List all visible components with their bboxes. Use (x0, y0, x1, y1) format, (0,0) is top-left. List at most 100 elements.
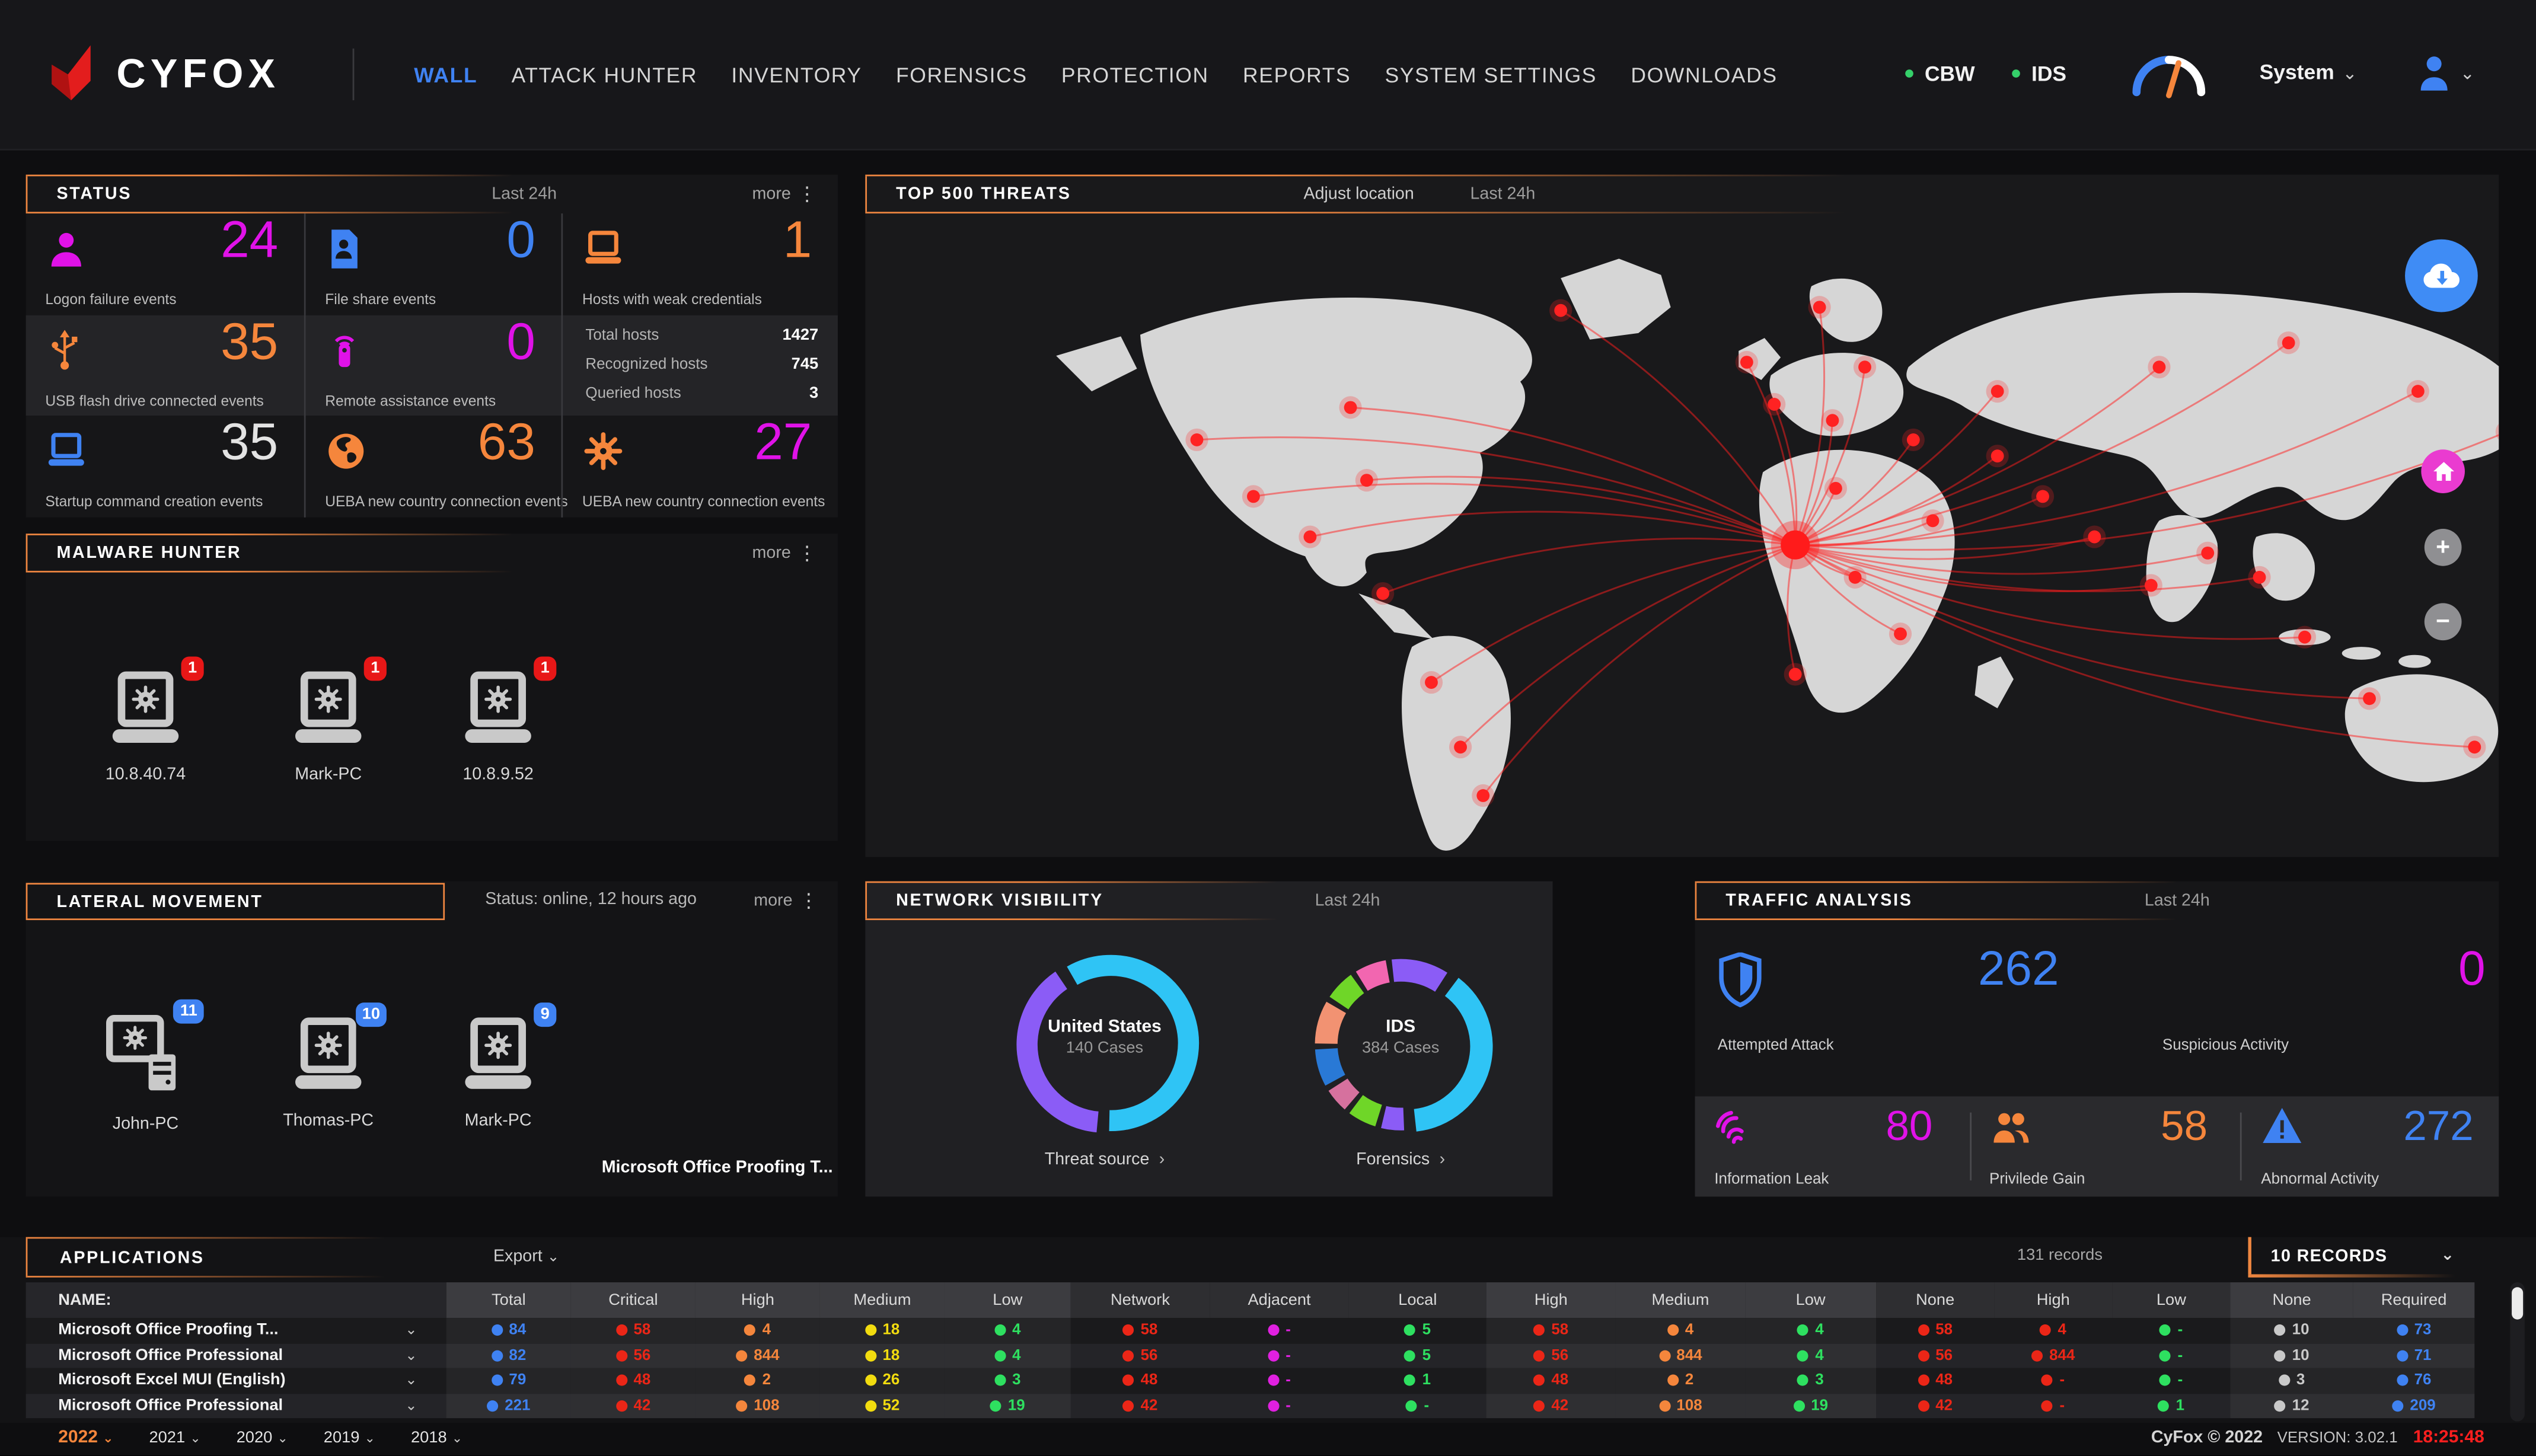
value-cell-high: 4 (1994, 1318, 2112, 1343)
column-header-name[interactable]: NAME: (25, 1282, 446, 1318)
stat-remote-assistance[interactable]: 0 Remote assistance events (304, 312, 562, 417)
more-button[interactable]: more (754, 890, 793, 911)
malware-host[interactable]: 1 10.8.9.52 (414, 656, 582, 784)
table-row[interactable]: Microsoft Excel MUI (English) ⌄ 79 48 2 26 3 48… (25, 1368, 2475, 1393)
nav-item-forensics[interactable]: FORENSICS (896, 63, 1028, 88)
column-header-none-14[interactable]: None (2230, 1282, 2353, 1318)
nav-item-downloads[interactable]: DOWNLOADS (1631, 63, 1778, 88)
stat-ueba-country[interactable]: 63 UEBA new country connection events (304, 413, 568, 518)
stat-startup-commands[interactable]: 35 Startup command creation events (26, 413, 304, 518)
malware-host[interactable]: 1 10.8.40.74 (62, 656, 230, 784)
column-header-low-13[interactable]: Low (2112, 1282, 2231, 1318)
stat-logon-failures[interactable]: 24 Logon failure events (26, 210, 304, 315)
time-range-selector[interactable]: Last 24h (492, 184, 557, 204)
column-header-medium-9[interactable]: Medium (1615, 1282, 1746, 1318)
indicator-cbw[interactable]: CBW (1905, 62, 1975, 86)
cell-value: 844 (2049, 1346, 2075, 1365)
column-header-medium-3[interactable]: Medium (819, 1282, 945, 1318)
stat-ueba-country-2[interactable]: 27 UEBA new country connection events (561, 413, 838, 518)
column-header-local-7[interactable]: Local (1348, 1282, 1486, 1318)
more-button[interactable]: more (752, 543, 791, 563)
forensics-link[interactable]: Forensics › (1294, 1150, 1507, 1169)
host-name: 10.8.9.52 (462, 765, 534, 784)
app-name-cell[interactable]: Microsoft Office Professional ⌄ (26, 1343, 446, 1368)
nav-item-reports[interactable]: REPORTS (1243, 63, 1351, 88)
column-header-network-5[interactable]: Network (1070, 1282, 1210, 1318)
brand-logo[interactable]: CYFOX (49, 45, 280, 103)
column-header-low-4[interactable]: Low (944, 1282, 1071, 1318)
chevron-down-icon[interactable]: ⌄ (405, 1371, 417, 1388)
system-dropdown[interactable]: System ⌄ (2260, 60, 2358, 84)
threat-map[interactable] (865, 213, 2499, 857)
column-header-adjacent-6[interactable]: Adjacent (1210, 1282, 1349, 1318)
table-row[interactable]: Microsoft Office Proofing T... ⌄ 84 58 4 18 4 5… (25, 1318, 2475, 1343)
kebab-menu-icon[interactable]: ⋮ (797, 183, 817, 206)
lateral-host[interactable]: 9 Mark-PC (414, 1002, 582, 1131)
nav-item-protection[interactable]: PROTECTION (1061, 63, 1209, 88)
nav-item-wall[interactable]: WALL (414, 63, 478, 88)
column-header-total-0[interactable]: Total (446, 1282, 571, 1318)
map-zoom-in-button[interactable]: + (2424, 528, 2462, 566)
year-selector-2018[interactable]: 2018 ⌄ (411, 1429, 462, 1447)
year-selector-2020[interactable]: 2020 ⌄ (237, 1429, 288, 1447)
table-row[interactable]: Microsoft Office Professional ⌄ 82 56 844 18 4… (25, 1343, 2475, 1368)
cloud-download-button[interactable] (2405, 239, 2478, 312)
year-selector-2019[interactable]: 2019 ⌄ (324, 1429, 375, 1447)
panel-title: TOP 500 THREATS (896, 184, 1071, 204)
column-header-high-8[interactable]: High (1486, 1282, 1616, 1318)
app-name-cell[interactable]: Microsoft Office Proofing T... ⌄ (26, 1318, 446, 1343)
map-home-button[interactable] (2421, 449, 2465, 493)
cell-value: 221 (505, 1397, 531, 1415)
donut-center-title: United States (1048, 1017, 1162, 1037)
stat-label: File share events (325, 290, 436, 308)
table-row[interactable]: Microsoft Office Professional ⌄ 221 42 108 52… (25, 1393, 2475, 1419)
time-range-selector[interactable]: Last 24h (2144, 890, 2210, 911)
adjust-location-button[interactable]: Adjust location (1303, 184, 1414, 204)
map-zoom-out-button[interactable]: − (2424, 603, 2462, 641)
stat-weak-credentials[interactable]: 1 Hosts with weak credentials (561, 210, 838, 315)
user-menu[interactable]: ⌄ (2416, 53, 2475, 92)
lateral-host[interactable]: 11 John-PC (62, 999, 230, 1133)
column-header-critical-1[interactable]: Critical (570, 1282, 696, 1318)
kebab-menu-icon[interactable]: ⋮ (797, 541, 817, 564)
chevron-down-icon: ⌄ (2441, 1247, 2455, 1265)
hosts-summary: Total hosts 1427 Recognized hosts 745 Qu… (561, 315, 838, 416)
value-cell-medium: 4 (1615, 1318, 1746, 1343)
page-size-dropdown[interactable]: 10 RECORDS ⌄ (2248, 1237, 2471, 1278)
stat-value: 80 (1886, 1101, 1933, 1150)
time-range-selector[interactable]: Last 24h (1470, 184, 1536, 204)
scrollbar-track[interactable] (2510, 1282, 2525, 1422)
app-name-cell[interactable]: Microsoft Office Professional ⌄ (26, 1393, 446, 1418)
nav-item-system-settings[interactable]: SYSTEM SETTINGS (1385, 63, 1597, 88)
time-range-selector[interactable]: Last 24h (1315, 890, 1380, 911)
app-name-cell[interactable]: Microsoft Excel MUI (English) ⌄ (26, 1368, 446, 1393)
column-header-none-11[interactable]: None (1876, 1282, 1995, 1318)
scrollbar-thumb[interactable] (2512, 1287, 2524, 1320)
nav-item-attack-hunter[interactable]: ATTACK HUNTER (511, 63, 698, 88)
lateral-host[interactable]: 10 Thomas-PC (244, 1002, 413, 1131)
cell-value: 84 (509, 1321, 527, 1340)
nav-item-inventory[interactable]: INVENTORY (731, 63, 862, 88)
stat-file-share[interactable]: 0 File share events (304, 210, 562, 315)
column-header-low-10[interactable]: Low (1745, 1282, 1877, 1318)
year-selector-2021[interactable]: 2021 ⌄ (149, 1429, 200, 1447)
severity-dot-icon (2041, 1375, 2053, 1387)
chevron-down-icon[interactable]: ⌄ (405, 1346, 417, 1363)
kebab-menu-icon[interactable]: ⋮ (799, 889, 819, 912)
threat-source-link[interactable]: Threat source › (998, 1150, 1211, 1169)
column-header-high-12[interactable]: High (1994, 1282, 2113, 1318)
stat-usb-events[interactable]: 35 USB flash drive connected events (26, 312, 304, 417)
more-button[interactable]: more (752, 184, 791, 204)
chevron-down-icon[interactable]: ⌄ (405, 1321, 417, 1338)
indicator-ids[interactable]: IDS (2012, 62, 2066, 86)
gauge-icon[interactable] (2129, 49, 2209, 107)
severity-dot-icon (1918, 1324, 1929, 1336)
column-header-required-15[interactable]: Required (2353, 1282, 2475, 1318)
year-selector-2022[interactable]: 2022 ⌄ (58, 1428, 113, 1448)
malware-host[interactable]: 1 Mark-PC (244, 656, 413, 784)
column-header-high-2[interactable]: High (695, 1282, 820, 1318)
top-nav: CYFOX WALL ATTACK HUNTER INVENTORY FOREN… (0, 0, 2536, 151)
chevron-down-icon[interactable]: ⌄ (405, 1397, 417, 1413)
value-cell-high: 2 (695, 1368, 820, 1393)
export-dropdown[interactable]: Export ⌄ (493, 1247, 559, 1266)
